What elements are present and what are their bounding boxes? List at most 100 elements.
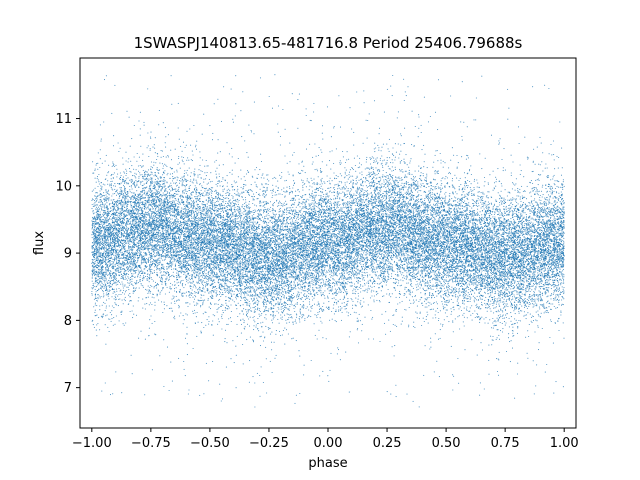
- data-point: [535, 191, 536, 192]
- data-point: [338, 207, 339, 208]
- data-point: [419, 190, 420, 191]
- data-point: [302, 190, 303, 191]
- data-point: [131, 186, 132, 187]
- data-point: [116, 204, 117, 205]
- data-point: [401, 274, 402, 275]
- data-point: [139, 157, 140, 158]
- data-point: [151, 286, 152, 287]
- data-point: [247, 218, 248, 219]
- data-point: [359, 167, 360, 168]
- data-point: [226, 206, 227, 207]
- data-point: [310, 306, 311, 307]
- data-point: [347, 212, 348, 213]
- data-point: [397, 275, 398, 276]
- data-point: [247, 294, 248, 295]
- data-point: [242, 284, 243, 285]
- data-point: [338, 231, 339, 232]
- data-point: [163, 207, 164, 208]
- data-point: [182, 213, 183, 214]
- data-point: [392, 75, 393, 76]
- data-point: [195, 292, 196, 293]
- data-point: [426, 223, 427, 224]
- data-point: [180, 197, 181, 198]
- data-point: [537, 203, 538, 204]
- data-point: [405, 233, 406, 234]
- data-point: [408, 201, 409, 202]
- data-point: [433, 162, 434, 163]
- data-point: [242, 274, 243, 275]
- data-point: [441, 185, 442, 186]
- data-point: [101, 288, 102, 289]
- data-point: [295, 257, 296, 258]
- data-point: [359, 270, 360, 271]
- data-point: [293, 256, 294, 257]
- data-point: [384, 186, 385, 187]
- data-point: [534, 393, 535, 394]
- data-point: [312, 191, 313, 192]
- data-point: [114, 85, 115, 86]
- data-point: [544, 197, 545, 198]
- data-point: [186, 327, 187, 328]
- data-point: [186, 217, 187, 218]
- data-point: [359, 192, 360, 193]
- data-point: [342, 312, 343, 313]
- data-point: [509, 326, 510, 327]
- data-point: [330, 283, 331, 284]
- data-point: [539, 213, 540, 214]
- data-point: [556, 224, 557, 225]
- data-point: [144, 304, 145, 305]
- data-point: [204, 300, 205, 301]
- data-point: [154, 286, 155, 287]
- data-point: [562, 216, 563, 217]
- data-point: [541, 259, 542, 260]
- data-point: [373, 271, 374, 272]
- data-point: [309, 197, 310, 198]
- data-point: [276, 282, 277, 283]
- data-point: [102, 225, 103, 226]
- data-point: [258, 246, 259, 247]
- data-point: [406, 192, 407, 193]
- data-point: [563, 304, 564, 305]
- data-point: [503, 216, 504, 217]
- data-point: [172, 173, 173, 174]
- data-point: [485, 205, 486, 206]
- data-point: [346, 203, 347, 204]
- data-point: [249, 301, 250, 302]
- data-point: [215, 226, 216, 227]
- data-point: [185, 196, 186, 197]
- data-point: [91, 200, 92, 201]
- data-point: [555, 294, 556, 295]
- data-point: [410, 188, 411, 189]
- data-point: [111, 310, 112, 311]
- data-point: [149, 304, 150, 305]
- data-point: [293, 308, 294, 309]
- data-point: [466, 185, 467, 186]
- data-point: [491, 273, 492, 274]
- data-point: [406, 291, 407, 292]
- data-point: [382, 279, 383, 280]
- data-point: [292, 214, 293, 215]
- data-point: [196, 316, 197, 317]
- data-point: [314, 264, 315, 265]
- data-point: [276, 287, 277, 288]
- data-point: [449, 288, 450, 289]
- data-point: [183, 260, 184, 261]
- data-point: [360, 208, 361, 209]
- data-point: [331, 214, 332, 215]
- data-point: [216, 243, 217, 244]
- data-point: [153, 208, 154, 209]
- data-point: [124, 204, 125, 205]
- data-point: [464, 317, 465, 318]
- data-point: [216, 290, 217, 291]
- data-point: [164, 256, 165, 257]
- data-point: [561, 305, 562, 306]
- data-point: [326, 338, 327, 339]
- data-point: [483, 233, 484, 234]
- data-point: [109, 219, 110, 220]
- data-point: [494, 280, 495, 281]
- data-point: [324, 298, 325, 299]
- data-point: [501, 202, 502, 203]
- data-point: [327, 193, 328, 194]
- data-point: [164, 308, 165, 309]
- data-point: [152, 256, 153, 257]
